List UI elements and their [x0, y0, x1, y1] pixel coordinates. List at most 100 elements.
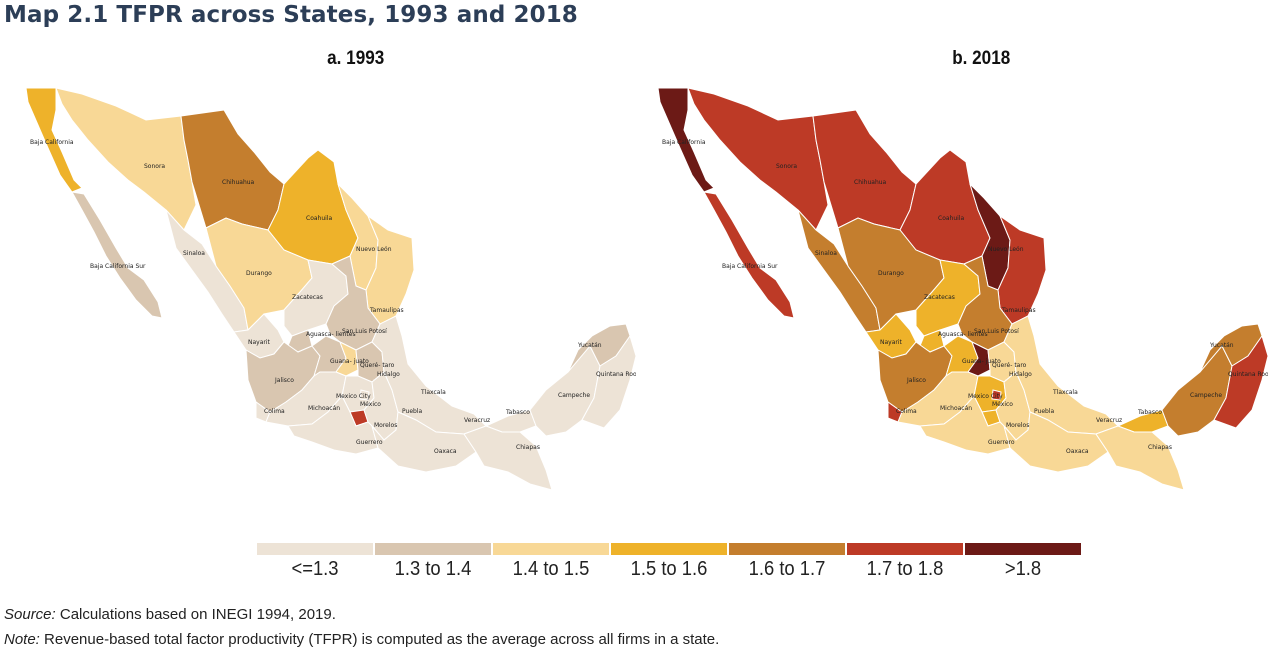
- state-label-hidalgo: Hidalgo: [377, 371, 400, 378]
- state-label-queretaro: Queré- taro: [992, 362, 1027, 369]
- state-label-baja-california: Baja California: [30, 139, 74, 146]
- map-2018: Baja California Baja California Sur Sonora…: [657, 87, 1268, 491]
- state-label-morelos: Morelos: [1006, 422, 1029, 429]
- state-label-aguascalientes: Aguasca- lientes: [938, 331, 988, 338]
- state-label-nayarit: Nayarit: [248, 339, 271, 346]
- state-label-tabasco: Tabasco: [505, 409, 530, 416]
- legend-bar: [256, 543, 1084, 557]
- legend-swatch: [611, 543, 727, 555]
- state-guerrero: [287, 395, 379, 455]
- state-label-hidalgo: Hidalgo: [1009, 371, 1032, 378]
- state-label-chiapas: Chiapas: [516, 444, 540, 451]
- state-yucatan: [1199, 323, 1263, 373]
- state-baja-california-sur: [703, 191, 795, 319]
- state-label-guerrero: Guerrero: [356, 439, 383, 446]
- state-label-chihuahua: Chihuahua: [222, 179, 255, 186]
- map-1993: Baja California Baja California Sur Sonora…: [25, 87, 636, 491]
- source-label: Source:: [4, 606, 56, 623]
- state-label-durango: Durango: [878, 270, 904, 277]
- legend-label: 1.4 to 1.5: [512, 558, 590, 580]
- state-label-baja-california-sur: Baja California Sur: [722, 263, 778, 270]
- state-label-colima: Colima: [264, 408, 285, 415]
- state-label-san-luis-potosi: San Luis Potosí: [974, 328, 1019, 335]
- map-label-2018: b. 2018: [952, 48, 1011, 69]
- legend-swatch: [847, 543, 963, 555]
- state-label-colima: Colima: [896, 408, 917, 415]
- state-label-mexico-city: Mexico City: [336, 393, 371, 400]
- legend-label: >1.8: [1004, 558, 1042, 580]
- state-label-san-luis-potosi: San Luis Potosí: [342, 328, 387, 335]
- state-label-veracruz: Veracruz: [464, 417, 490, 424]
- state-baja-california: [25, 87, 83, 193]
- state-label-tabasco: Tabasco: [1137, 409, 1162, 416]
- source-text: Calculations based on INEGI 1994, 2019.: [55, 606, 336, 623]
- state-label-yucatan: Yucatán: [1209, 342, 1234, 349]
- legend-label: 1.3 to 1.4: [394, 558, 472, 580]
- state-label-yucatan: Yucatán: [577, 342, 602, 349]
- state-guerrero: [919, 395, 1011, 455]
- state-label-mexico: México: [992, 401, 1013, 408]
- state-mexico-city: [359, 389, 370, 401]
- state-mexico-city: [991, 389, 1002, 401]
- state-label-tlaxcala: Tlaxcala: [420, 389, 446, 396]
- legend-label: 1.5 to 1.6: [630, 558, 708, 580]
- state-label-sinaloa: Sinaloa: [815, 250, 837, 257]
- page-title: Map 2.1 TFPR across States, 1993 and 201…: [4, 2, 578, 28]
- state-label-mexico: México: [360, 401, 381, 408]
- state-label-quintana-roo: Quintana Roo: [596, 371, 636, 378]
- state-label-queretaro: Queré- taro: [360, 362, 395, 369]
- footnote: Note: Revenue-based total factor product…: [4, 631, 719, 648]
- state-chiapas: [1095, 425, 1185, 491]
- state-label-nayarit: Nayarit: [880, 339, 903, 346]
- state-label-baja-california: Baja California: [662, 139, 706, 146]
- state-label-michoacan: Michoacán: [308, 405, 340, 412]
- legend-labels: <=1.3 1.3 to 1.4 1.4 to 1.5 1.5 to 1.6 1.6 t…: [256, 558, 1084, 584]
- state-label-chiapas: Chiapas: [1148, 444, 1172, 451]
- state-label-campeche: Campeche: [1190, 392, 1222, 399]
- state-label-guanajuato: Guana- juato: [962, 358, 1001, 365]
- state-label-puebla: Puebla: [1034, 408, 1054, 415]
- state-label-chihuahua: Chihuahua: [854, 179, 887, 186]
- legend-swatch: [257, 543, 373, 555]
- state-chiapas: [463, 425, 553, 491]
- state-label-guanajuato: Guana- juato: [330, 358, 369, 365]
- legend-label: 1.7 to 1.8: [866, 558, 944, 580]
- state-label-zacatecas: Zacatecas: [292, 294, 323, 301]
- state-label-veracruz: Veracruz: [1096, 417, 1122, 424]
- state-label-tamaulipas: Tamaulipas: [369, 307, 404, 314]
- state-label-durango: Durango: [246, 270, 272, 277]
- legend-label: 1.6 to 1.7: [748, 558, 826, 580]
- state-sonora: [55, 87, 197, 231]
- state-label-tlaxcala: Tlaxcala: [1052, 389, 1078, 396]
- legend-swatch: [965, 543, 1081, 555]
- state-chihuahua: [180, 109, 285, 231]
- legend-swatch: [375, 543, 491, 555]
- state-label-quintana-roo: Quintana Roo: [1228, 371, 1268, 378]
- state-baja-california-sur: [71, 191, 163, 319]
- state-label-tamaulipas: Tamaulipas: [1001, 307, 1036, 314]
- state-label-sonora: Sonora: [776, 163, 797, 170]
- state-label-nuevo-leon: Nuevo León: [988, 246, 1024, 253]
- state-label-sinaloa: Sinaloa: [183, 250, 205, 257]
- state-label-mexico-city: Mexico City: [968, 393, 1003, 400]
- state-label-oaxaca: Oaxaca: [1066, 448, 1089, 455]
- state-yucatan: [567, 323, 631, 373]
- state-label-zacatecas: Zacatecas: [924, 294, 955, 301]
- state-baja-california: [657, 87, 715, 193]
- state-label-jalisco: Jalisco: [274, 377, 294, 384]
- legend-swatch: [729, 543, 845, 555]
- note-text: Revenue-based total factor productivity …: [39, 631, 720, 648]
- state-chihuahua: [812, 109, 917, 231]
- state-quintana-roo: [1213, 334, 1268, 429]
- state-label-coahuila: Coahuila: [306, 215, 332, 222]
- state-quintana-roo: [581, 334, 636, 429]
- state-label-michoacan: Michoacán: [940, 405, 972, 412]
- state-label-coahuila: Coahuila: [938, 215, 964, 222]
- state-label-sonora: Sonora: [144, 163, 165, 170]
- state-label-guerrero: Guerrero: [988, 439, 1015, 446]
- state-label-baja-california-sur: Baja California Sur: [90, 263, 146, 270]
- state-label-jalisco: Jalisco: [906, 377, 926, 384]
- state-label-morelos: Morelos: [374, 422, 397, 429]
- state-label-nuevo-leon: Nuevo León: [356, 246, 392, 253]
- map-label-1993: a. 1993: [327, 48, 385, 69]
